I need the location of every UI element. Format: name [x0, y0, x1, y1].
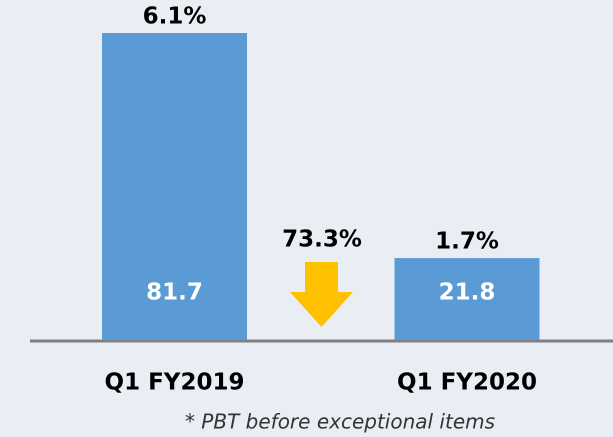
value-label: 21.8: [439, 280, 496, 306]
x-tick-label: Q1 FY2020: [397, 370, 537, 396]
change-annotation: 73.3%: [282, 227, 362, 253]
down-arrow: [290, 262, 353, 327]
bar-annotation: 6.1%: [143, 4, 207, 30]
bar-annotation: 1.7%: [435, 229, 499, 255]
bar: [102, 33, 247, 340]
bar: [394, 258, 540, 340]
value-label: 81.7: [146, 280, 203, 306]
x-tick-label: Q1 FY2019: [105, 370, 245, 396]
footnote: * PBT before exceptional items: [185, 410, 495, 434]
